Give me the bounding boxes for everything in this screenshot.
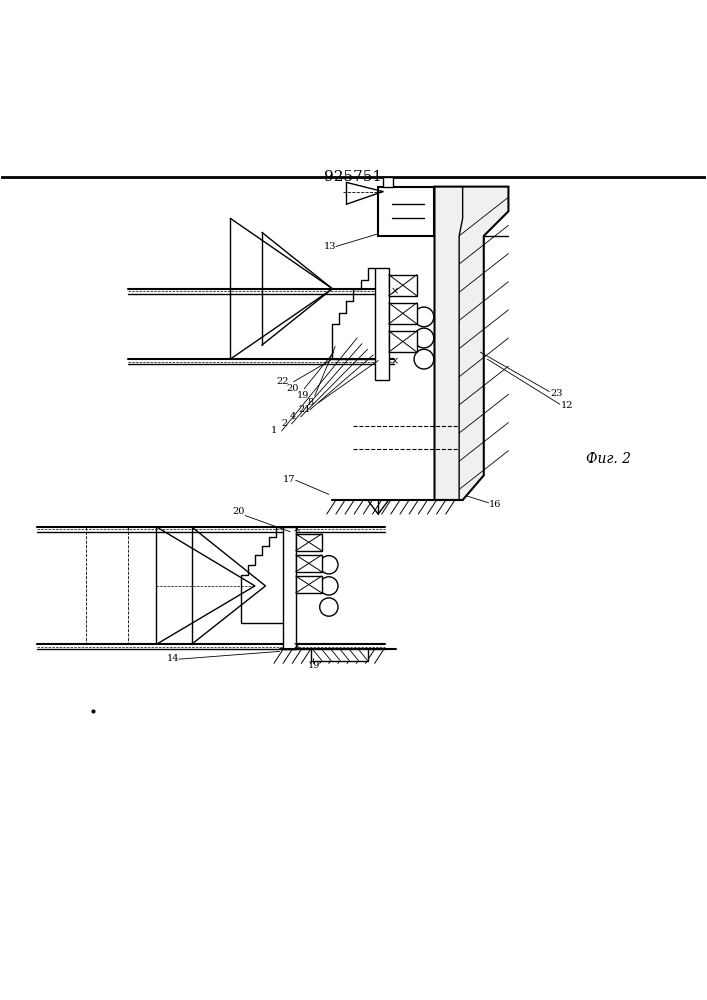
- Text: ×: ×: [390, 356, 399, 366]
- Text: 12: 12: [561, 401, 574, 410]
- Text: 21: 21: [298, 405, 311, 414]
- Text: 17: 17: [283, 475, 296, 484]
- Text: 19: 19: [308, 661, 320, 670]
- Text: 20: 20: [233, 507, 245, 516]
- Text: 2: 2: [281, 419, 287, 428]
- Polygon shape: [435, 187, 508, 500]
- Polygon shape: [389, 275, 417, 296]
- Polygon shape: [389, 303, 417, 324]
- Text: 13: 13: [324, 242, 337, 251]
- Text: 22: 22: [276, 377, 288, 386]
- Polygon shape: [296, 576, 322, 593]
- Text: 4: 4: [290, 412, 296, 421]
- Polygon shape: [389, 331, 417, 352]
- Text: 16: 16: [489, 500, 501, 509]
- Text: ×: ×: [293, 524, 301, 534]
- Polygon shape: [296, 555, 322, 572]
- Polygon shape: [378, 187, 435, 236]
- Text: 14: 14: [167, 654, 180, 663]
- Text: ×: ×: [390, 286, 399, 296]
- Polygon shape: [375, 268, 389, 380]
- Text: 1: 1: [271, 426, 277, 435]
- Text: ×: ×: [293, 641, 301, 651]
- Text: 20: 20: [286, 384, 299, 393]
- Polygon shape: [296, 534, 322, 551]
- Text: 925751: 925751: [325, 170, 382, 184]
- Text: 8: 8: [308, 398, 314, 407]
- Polygon shape: [283, 527, 296, 649]
- Text: 23: 23: [551, 389, 563, 398]
- Polygon shape: [383, 177, 393, 187]
- Text: 19: 19: [297, 391, 310, 400]
- Polygon shape: [311, 649, 368, 661]
- Text: Фиг. 2: Фиг. 2: [586, 452, 631, 466]
